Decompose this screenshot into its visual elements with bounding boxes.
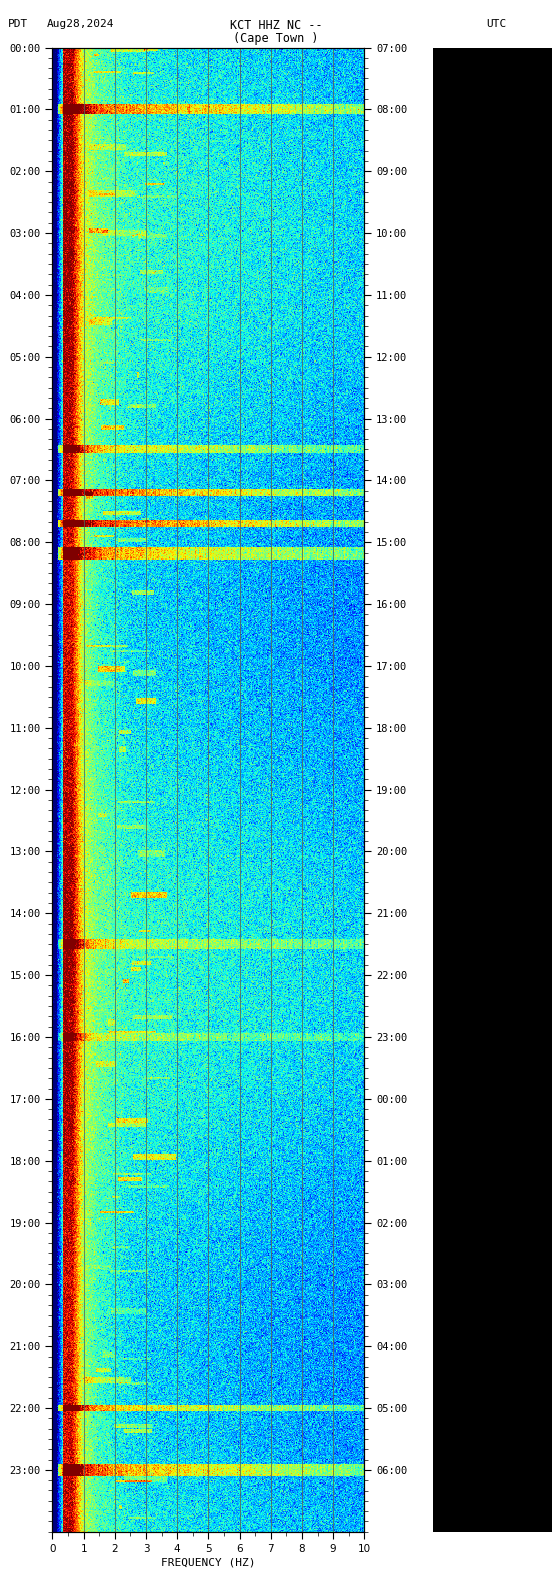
- Text: Aug28,2024: Aug28,2024: [47, 19, 114, 29]
- Text: UTC: UTC: [486, 19, 506, 29]
- X-axis label: FREQUENCY (HZ): FREQUENCY (HZ): [161, 1557, 256, 1568]
- Text: (Cape Town ): (Cape Town ): [233, 32, 319, 44]
- Text: KCT HHZ NC --: KCT HHZ NC --: [230, 19, 322, 32]
- Text: PDT: PDT: [8, 19, 29, 29]
